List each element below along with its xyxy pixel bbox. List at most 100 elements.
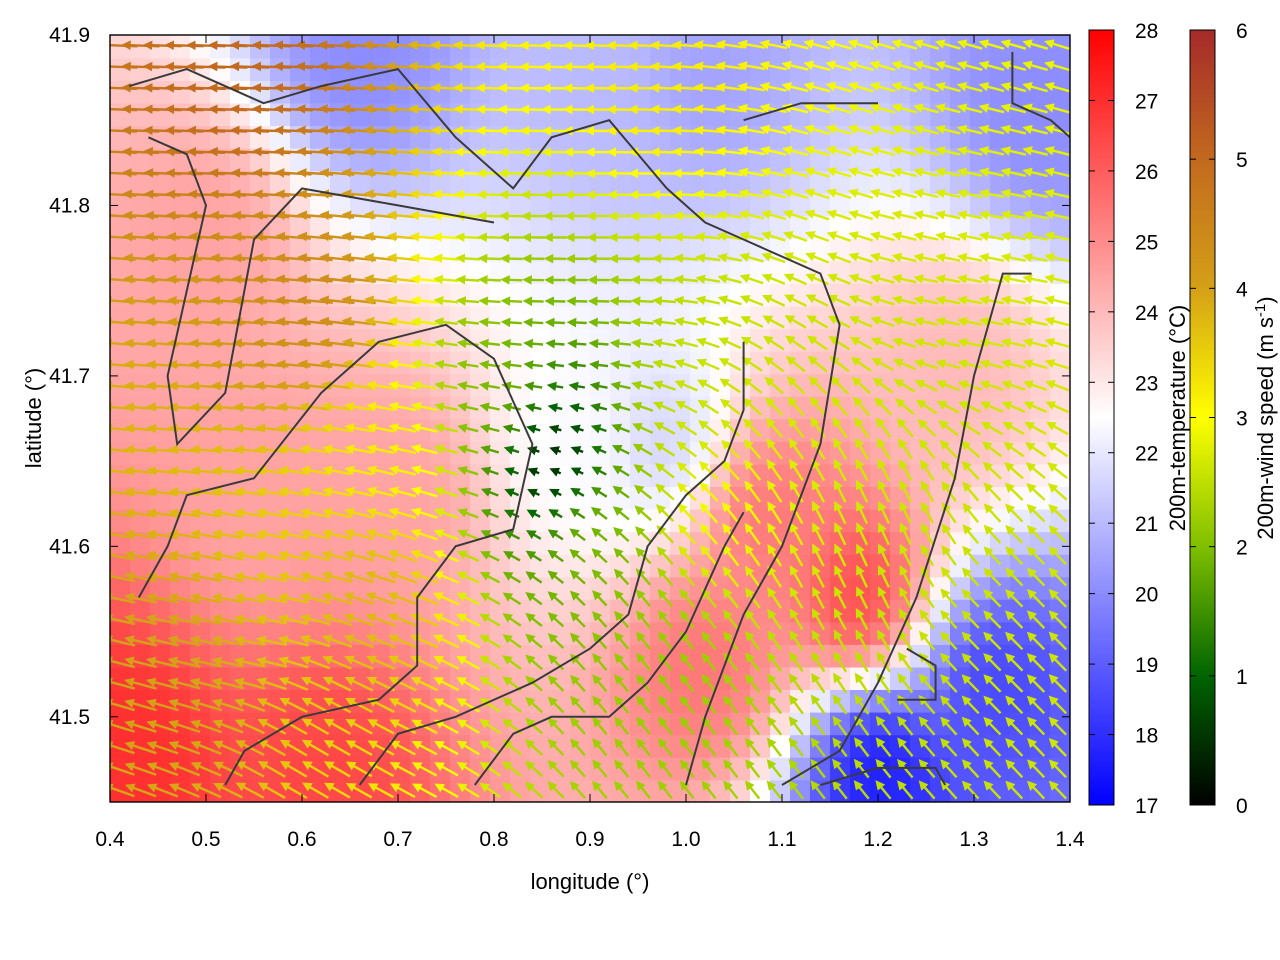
temperature-cell: [490, 215, 511, 239]
temperature-cell: [510, 192, 531, 217]
temperature-cell: [370, 463, 391, 487]
temperature-cell: [370, 350, 391, 375]
temperature-cell: [350, 689, 371, 713]
temperature-cell: [530, 125, 551, 149]
temperature-cell: [470, 486, 491, 510]
wind-arrow: [606, 40, 635, 51]
wind-arrow: [430, 82, 461, 93]
temperature-cell: [250, 102, 271, 127]
temperature-cell: [770, 621, 791, 645]
temperature-cell: [510, 666, 531, 690]
temperature-cell: [830, 689, 851, 713]
temperature-cell: [730, 80, 751, 104]
temperature-cell: [550, 305, 571, 330]
temperature-cell: [870, 779, 891, 802]
temperature-cell: [750, 441, 771, 465]
temperature-cell: [250, 328, 271, 352]
temperature-cell: [650, 621, 671, 645]
temperature-cell: [650, 192, 671, 217]
temperature-cell: [270, 734, 291, 758]
colorbar-tick-label: 25: [1135, 231, 1158, 254]
wind-arrow: [523, 338, 544, 349]
temperature-cell: [510, 80, 531, 104]
wind-arrow: [431, 146, 461, 157]
wind-arrow: [673, 232, 699, 242]
temperature-cell: [430, 102, 451, 127]
wind-arrow: [431, 125, 461, 136]
temperature-cell: [150, 486, 171, 510]
temperature-cell: [190, 463, 211, 487]
temperature-cell: [290, 125, 311, 149]
temperature-cell: [930, 779, 951, 802]
temperature-cell: [810, 305, 831, 330]
temperature-cell: [350, 441, 371, 465]
temperature-cell: [590, 215, 611, 239]
temperature-cell: [130, 734, 151, 758]
temperature-cell: [570, 531, 591, 555]
temperature-cell: [1030, 756, 1051, 781]
temperature-cell: [470, 57, 491, 81]
temperature-cell: [610, 305, 631, 330]
temperature-cell: [990, 486, 1011, 510]
temperature-cell: [810, 734, 831, 758]
wind-arrow: [652, 296, 677, 306]
wind-arrow: [671, 147, 700, 157]
wind-colorbar-label-end: ): [1253, 296, 1278, 303]
temperature-cell: [310, 57, 331, 81]
temperature-cell: [570, 192, 591, 217]
temperature-cell: [330, 102, 351, 127]
wind-arrow: [649, 83, 679, 93]
temperature-cell: [590, 711, 611, 736]
temperature-cell: [750, 666, 771, 690]
wind-arrow: [519, 40, 548, 51]
temperature-cell: [550, 102, 571, 127]
temperature-cell: [550, 350, 571, 375]
temperature-cell: [270, 125, 291, 149]
temperature-cell: [610, 192, 631, 217]
temperature-cell: [690, 531, 711, 555]
temperature-cell: [130, 102, 151, 127]
temperature-cell: [670, 305, 691, 330]
temperature-cell: [970, 621, 991, 645]
temperature-cell: [530, 576, 551, 600]
temperature-cell: [510, 576, 531, 600]
temperature-cell: [310, 102, 331, 127]
temperature-cell: [590, 666, 611, 690]
temperature-cell: [490, 395, 511, 420]
temperature-cell: [510, 373, 531, 397]
colorbar-tick-label: 22: [1135, 443, 1158, 466]
wind-arrow: [476, 168, 503, 179]
temperature-cell: [130, 373, 151, 397]
wind-arrow: [454, 189, 482, 200]
colorbar-tick-label: 5: [1236, 149, 1248, 172]
x-tick-label: 1.4: [1055, 828, 1085, 851]
temperature-cell: [630, 57, 651, 81]
temperature-cell: [450, 644, 471, 668]
temperature-cell: [450, 305, 471, 330]
temperature-cell: [370, 170, 391, 194]
temperature-cell: [1030, 395, 1051, 420]
temperature-cell: [610, 57, 631, 81]
temperature-cell: [730, 463, 751, 487]
temperature-cell: [250, 463, 271, 487]
temperature-cell: [1030, 102, 1051, 127]
wind-colorbar-label-main: 200m-wind speed (m s: [1253, 317, 1278, 540]
temperature-cell: [350, 328, 371, 352]
temperature-cell: [330, 756, 351, 781]
x-tick-label: 1.3: [959, 828, 988, 851]
temperature-cell: [150, 305, 171, 330]
temperature-cell: [390, 486, 411, 510]
temperature-cell: [870, 576, 891, 600]
temperature-cell: [510, 57, 531, 81]
temperature-cell: [490, 80, 511, 104]
y-axis-title: latitude (°): [21, 368, 46, 469]
temperature-cell: [590, 441, 611, 465]
temperature-colorbar: 17 18 19 20 21 22 23 24 25 26 27 28 200m-temperatur…: [1088, 20, 1190, 818]
wind-arrow: [497, 40, 526, 51]
temperature-cell: [130, 666, 151, 690]
temperature-cell: [550, 57, 571, 81]
temperature-cell: [390, 779, 411, 802]
temperature-cell: [550, 756, 571, 781]
temperature-cell: [670, 192, 691, 217]
temperature-cell: [690, 125, 711, 149]
